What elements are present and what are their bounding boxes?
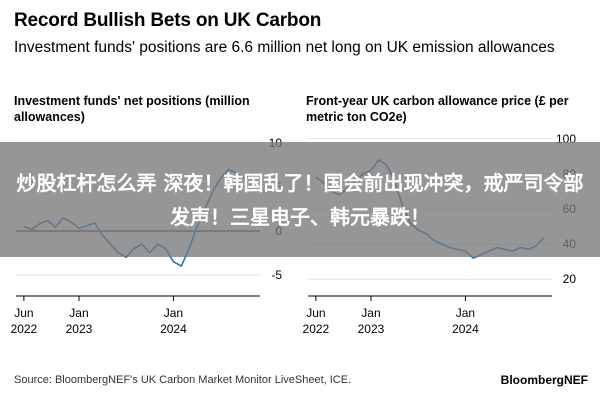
x-tick-label: Jan xyxy=(361,306,380,320)
x-tick-label: 2023 xyxy=(66,322,93,336)
x-tick-label: Jan xyxy=(164,306,183,320)
x-tick-label: 2024 xyxy=(160,322,187,336)
source-note: Source: BloombergNEF's UK Carbon Market … xyxy=(14,374,352,386)
x-tick-label: Jan xyxy=(69,306,88,320)
left-panel-title: Investment funds' net positions (million… xyxy=(14,94,250,124)
x-tick-label: 2024 xyxy=(452,322,479,336)
chart-title: Record Bullish Bets on UK Carbon xyxy=(14,10,322,31)
x-tick-label: Jun xyxy=(14,306,33,320)
y-tick-label: 20 xyxy=(563,272,577,286)
x-tick-label: Jun xyxy=(306,306,325,320)
x-tick-label: 2022 xyxy=(11,322,38,336)
x-tick-label: 2023 xyxy=(358,322,385,336)
x-tick-label: Jan xyxy=(456,306,475,320)
right-panel-title: Front-year UK carbon allowance price (£ … xyxy=(306,94,569,124)
brand-logo: BloombergNEF xyxy=(500,373,588,387)
overlay-text: 炒股杠杆怎么弄 深夜！韩国乱了！国会前出现冲突，戒严司令部发声！三星电子、韩元暴… xyxy=(16,170,584,229)
x-tick-label: 2022 xyxy=(303,322,330,336)
chart-subtitle: Investment funds' positions are 6.6 mill… xyxy=(14,39,555,56)
y-tick-label: -5 xyxy=(271,268,282,282)
overlay-banner: 炒股杠杆怎么弄 深夜！韩国乱了！国会前出现冲突，戒严司令部发声！三星电子、韩元暴… xyxy=(0,142,600,257)
